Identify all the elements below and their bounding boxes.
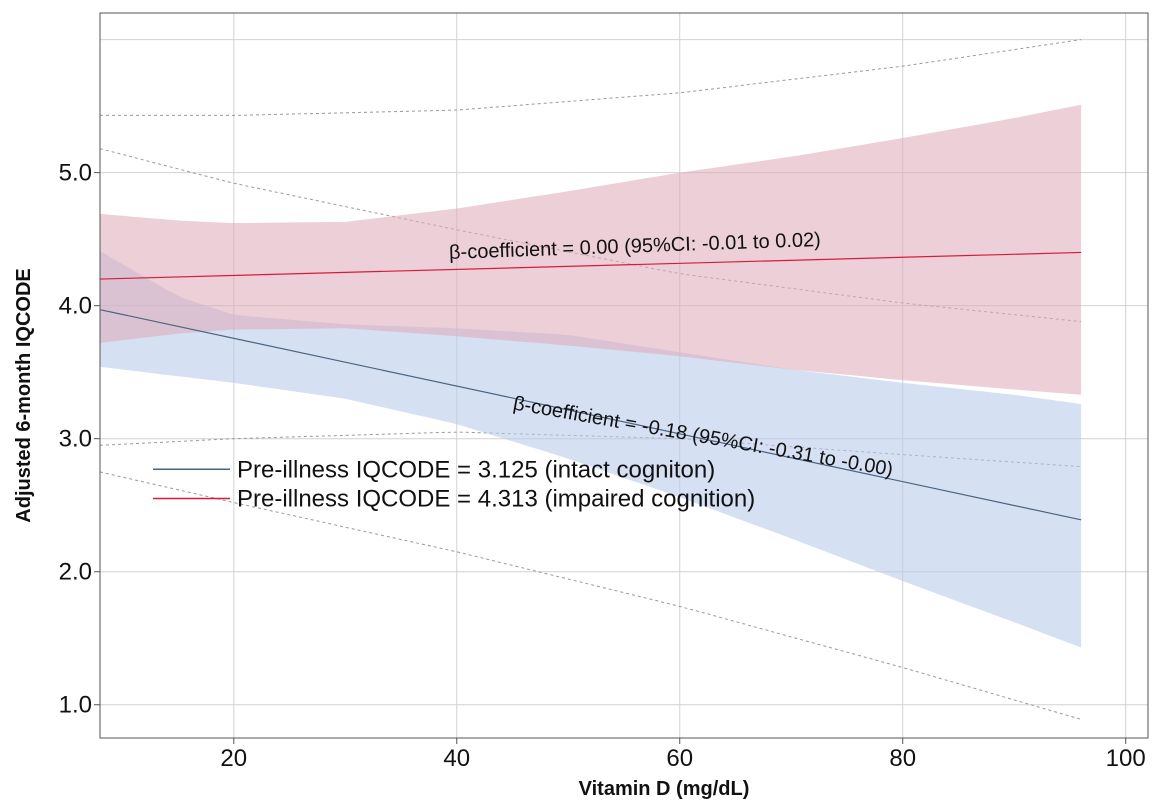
plot-frame (99, 12, 1149, 739)
y-tick-label: 1.0 (59, 692, 92, 719)
reference-curve (99, 148, 1082, 323)
x-tick-label: 80 (889, 745, 916, 772)
confidence-band-1 (100, 104, 1082, 395)
x-axis-ticks: 20 40 60 80 100 (220, 738, 1146, 772)
x-tick-label: 100 (1106, 745, 1146, 772)
legend: Pre-illness IQCODE = 3.125 (intact cogni… (153, 456, 755, 513)
y-tick-label: 5.0 (59, 160, 92, 187)
x-tick-label: 20 (220, 745, 247, 772)
confidence-bands (100, 104, 1082, 648)
y-axis-title: Adjusted 6-month IQCODE (13, 268, 35, 522)
legend-label-0: Pre-illness IQCODE = 3.125 (intact cogni… (237, 456, 715, 483)
series-line-1 (99, 251, 1082, 280)
confidence-band-0 (100, 251, 1082, 648)
series-line-0 (99, 309, 1082, 521)
x-axis-title: Vitamin D (mg/dL) (579, 778, 750, 800)
y-axis-ticks: 1.0 2.0 3.0 4.0 5.0 (59, 160, 100, 719)
regression-lines (99, 251, 1082, 521)
x-tick-label: 60 (666, 745, 693, 772)
reference-curve (99, 471, 1082, 720)
y-tick-label: 2.0 (59, 559, 92, 586)
y-tick-label: 3.0 (59, 426, 92, 453)
legend-label-1: Pre-illness IQCODE = 4.313 (impaired cog… (237, 486, 755, 513)
reference-curve (100, 39, 1082, 116)
x-tick-label: 40 (443, 745, 470, 772)
y-tick-label: 4.0 (59, 293, 92, 320)
